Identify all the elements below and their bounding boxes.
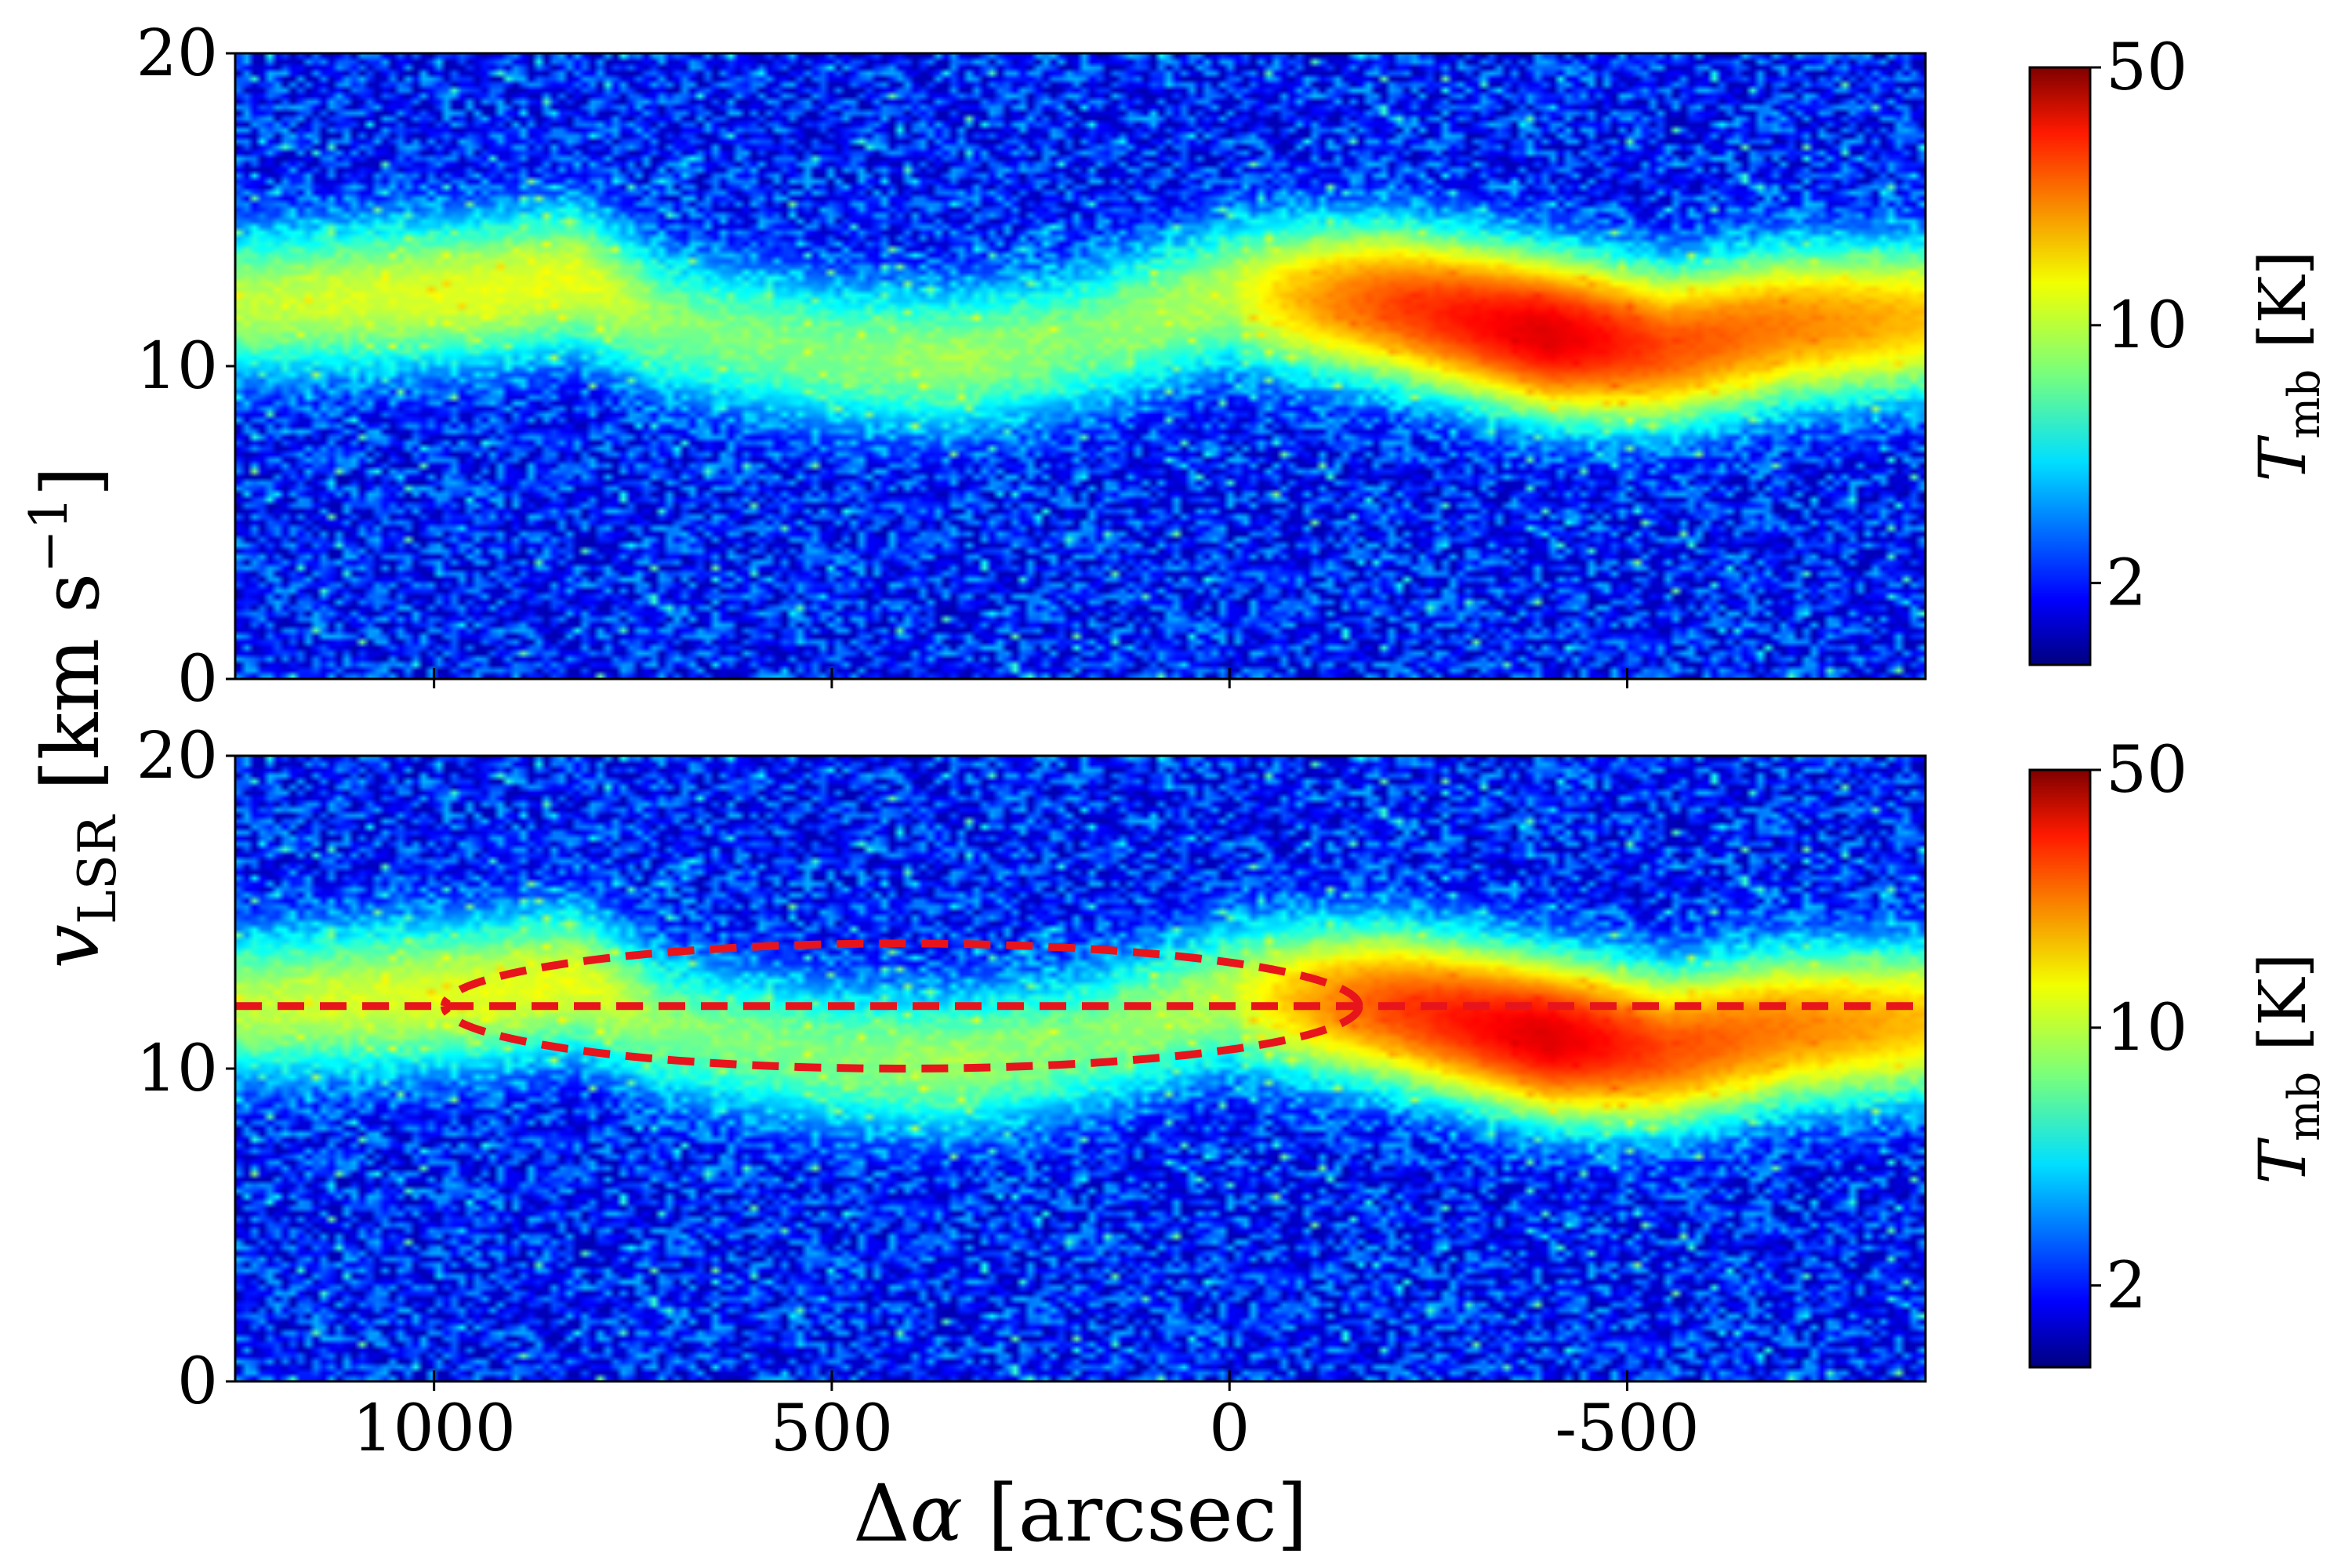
top-x-ticks [433,668,1629,688]
colorbar-tick-label: 2 [2106,1249,2147,1323]
colorbar-tick-label: 50 [2106,733,2187,808]
colorbar-tick-label: 10 [2106,289,2187,363]
x-tick-label: 500 [771,1392,894,1466]
bottom-colorbar: 2 10 50 Tmb [K] [2028,733,2330,1369]
bottom-overlay [235,939,1926,1073]
x-tick-label: 0 [1209,1392,1250,1466]
bottom-colorbar-ticks: 2 10 50 [2090,733,2187,1323]
bottom-x-ticks: 1000 500 0 -500 [352,1370,1700,1466]
top-colorbar-ticks: 2 10 50 [2090,31,2187,621]
y-tick-label: 20 [136,719,218,793]
top-colorbar-label: Tmb [K] [2246,251,2330,482]
top-panel: 0 10 20 2 10 50 Tmb [K] [136,16,2330,717]
y-tick-label: 10 [136,1032,218,1106]
bottom-heatmap [235,756,1926,1381]
bottom-y-ticks: 0 10 20 [136,719,235,1419]
top-heatmap [235,53,1926,679]
bottom-colorbar-gradient [2028,768,2092,1369]
y-tick-label: 0 [177,642,218,717]
bottom-panel: 1000 500 0 -500 0 10 20 2 10 50 Tmb [K] [136,719,2330,1466]
x-axis-title: Δα [arcsec] [853,1468,1308,1559]
y-tick-label: 10 [136,329,218,404]
y-tick-label: 0 [177,1345,218,1419]
colorbar-tick-label: 50 [2106,31,2187,105]
overlay-ellipse_upper-line [440,939,1363,1007]
y-axis-title: vLSR [km s−1] [19,466,128,969]
y-tick-label: 20 [136,16,218,91]
x-tick-label: 1000 [352,1392,516,1466]
colorbar-tick-label: 10 [2106,991,2187,1065]
top-colorbar: 2 10 50 Tmb [K] [2028,31,2330,666]
x-tick-label: -500 [1555,1392,1699,1466]
overlay-ellipse_lower-line [440,1005,1363,1073]
colorbar-tick-label: 2 [2106,546,2147,621]
top-y-ticks: 0 10 20 [136,16,235,717]
top-colorbar-gradient [2028,66,2092,666]
bottom-colorbar-label: Tmb [K] [2246,953,2330,1185]
